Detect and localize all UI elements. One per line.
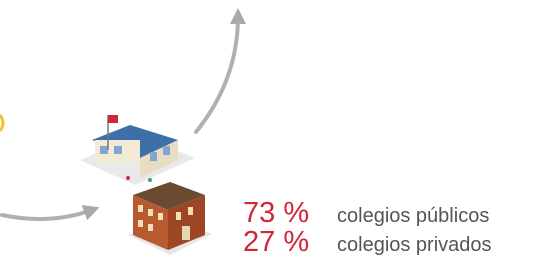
page: {"stats": [ {"percent": "73 %", "label":…	[0, 0, 544, 263]
stat-label: colegios privados	[337, 234, 492, 256]
stat-label: colegios públicos	[337, 205, 489, 227]
arrow-up	[196, 16, 238, 132]
private-school-icon	[128, 182, 212, 255]
infographic: 73 % colegios públicos 27 % colegios pri…	[0, 0, 544, 263]
arrow-right	[2, 210, 92, 219]
percent: 27 %	[243, 226, 309, 258]
edge-mark	[0, 115, 3, 131]
public-school-icon	[80, 115, 195, 185]
percent: 73 %	[243, 197, 309, 229]
